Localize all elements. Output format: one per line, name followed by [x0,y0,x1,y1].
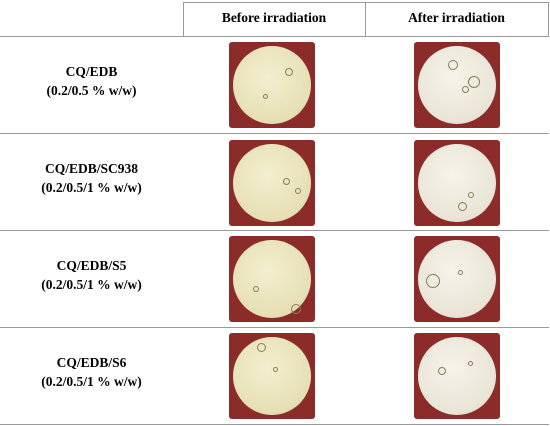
composition: (0.2/0.5/1 % w/w) [41,277,142,292]
table-border [0,133,549,134]
sample-name: CQ/EDB/S6 [56,355,127,370]
sample-photo [229,236,315,322]
row-label: CQ/EDB/S5 (0.2/0.5/1 % w/w) [0,256,183,294]
sample-photo [414,42,500,128]
column-header: Before irradiation [221,10,327,25]
sample-photo [414,333,500,419]
composition: (0.2/0.5 % w/w) [46,83,137,98]
sample-photo [229,333,315,419]
table-border [548,2,549,36]
composition: (0.2/0.5/1 % w/w) [41,374,142,389]
sample-photo [229,140,315,226]
table-border [0,230,549,231]
row-label: CQ/EDB (0.2/0.5 % w/w) [0,62,183,100]
sample-name: CQ/EDB [65,64,118,79]
table-border [0,327,549,328]
sample-name: CQ/EDB/SC938 [44,161,139,176]
table-border [0,36,549,37]
sample-photo [414,236,500,322]
table-border [0,424,549,425]
composition: (0.2/0.5/1 % w/w) [41,180,142,195]
row-label: CQ/EDB/SC938 (0.2/0.5/1 % w/w) [0,159,183,197]
row-label: CQ/EDB/S6 (0.2/0.5/1 % w/w) [0,353,183,391]
sample-photo [229,42,315,128]
sample-photo [414,140,500,226]
table-border [365,2,366,36]
table-border [183,2,184,36]
column-header: After irradiation [408,10,505,25]
sample-name: CQ/EDB/S5 [56,258,127,273]
